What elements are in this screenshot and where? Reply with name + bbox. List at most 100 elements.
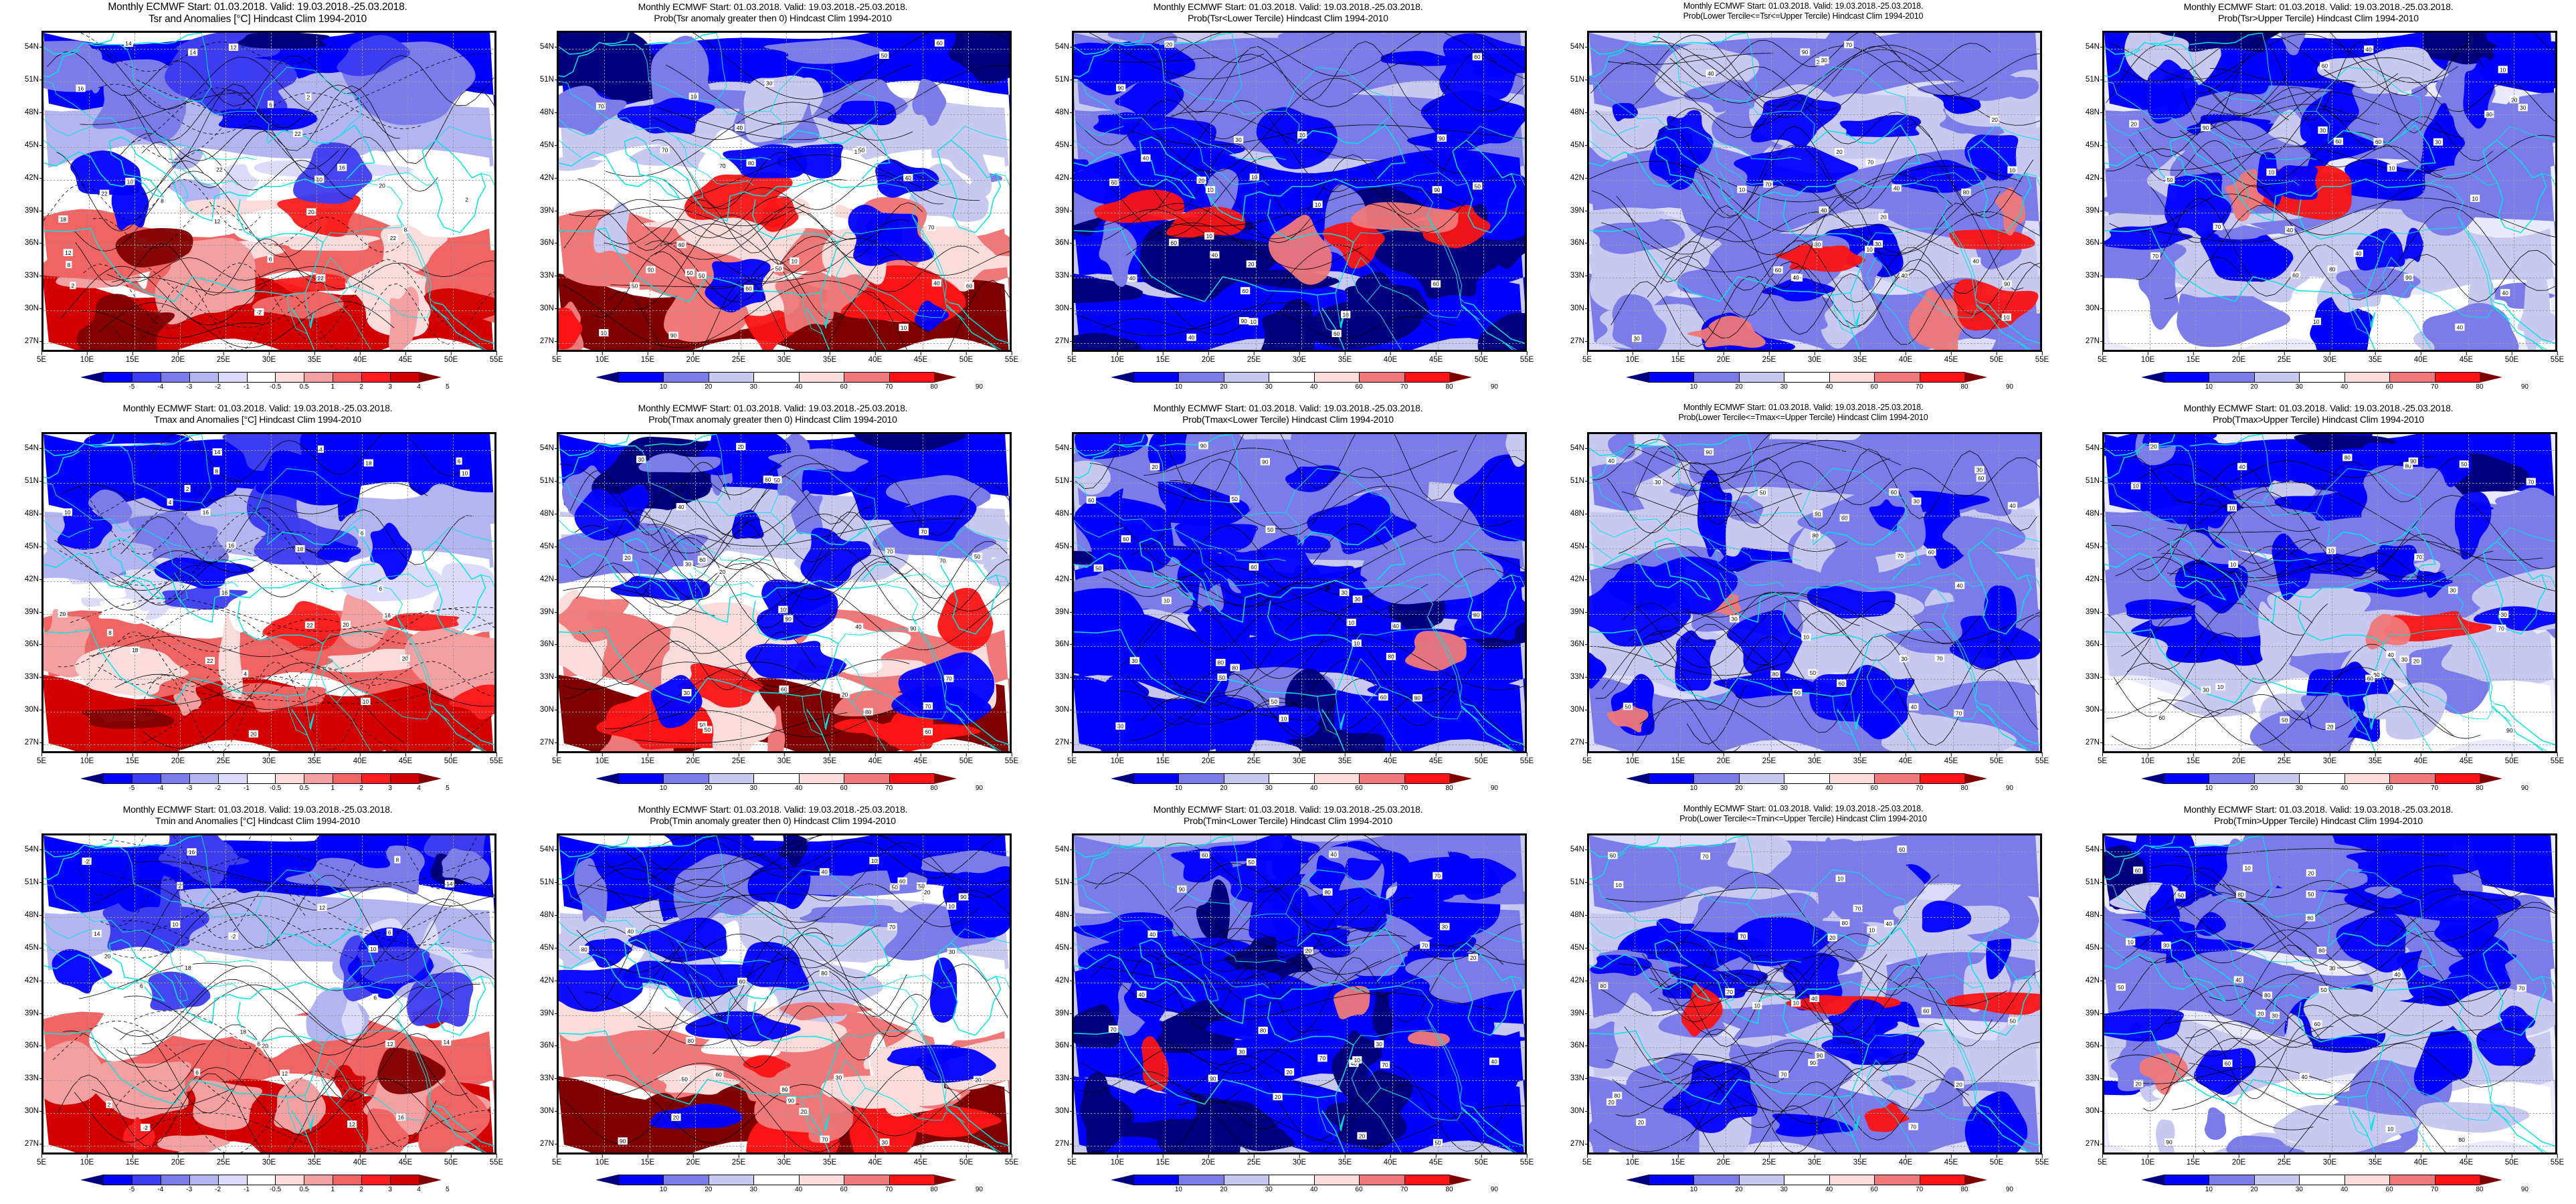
- map-frame[interactable]: -22210126-2121616-2181210146186820206121…: [41, 833, 496, 1155]
- map-area-r1c3[interactable]: 60 20 60 90 10 30 40 10 90 60 10 10 40 90 40 60 40 90 50 10…: [1055, 31, 1534, 364]
- lon-tick-label: 50E: [1474, 757, 1489, 765]
- svg-text:60: 60: [781, 686, 788, 693]
- lon-tick-label: 25E: [216, 1159, 231, 1167]
- svg-text:2: 2: [307, 94, 310, 100]
- map-area-r2c1[interactable]: 1816201020201841082016818622642101464162…: [25, 432, 503, 765]
- map-frame[interactable]: 6070502030203070306070804070405090106020…: [557, 432, 1012, 753]
- colorbar-swatch-5: [1359, 372, 1404, 383]
- map-area-r3c4[interactable]: 80 70 60 40 10 90 70 20 10 40 80 60 70 10 70 80 20 90 50 20…: [1570, 833, 2049, 1167]
- lon-tick-label: 40E: [1898, 1159, 1913, 1167]
- svg-text:50: 50: [632, 283, 638, 290]
- map-field-prob_positive: 30 80 80 20 40 60 90 80 80 70 90 50 40 10 30 70 20 30 60 10…: [559, 835, 1010, 1152]
- svg-text:60: 60: [1899, 846, 1906, 853]
- map-area-r1c1[interactable]: 1814142222-21081612202022122810816126222…: [25, 31, 503, 364]
- lat-tick-label: 54N: [1054, 43, 1069, 52]
- forecast-panel-r2c4: Monthly ECMWF Start: 01.03.2018. Valid: …: [1546, 401, 2061, 803]
- map-frame[interactable]: 4070406090508010506070605010609030705040…: [557, 31, 1012, 352]
- map-frame[interactable]: 8010303050807050608080806060204020501020…: [2102, 833, 2557, 1155]
- panel-title-line2: Prob(Tmin<Lower Tercile) Hindcast Clim 1…: [1184, 815, 1392, 826]
- gridline-lon-45E: [1953, 33, 1954, 350]
- lon-tick-35E: 35E: [1853, 1154, 1867, 1167]
- map-area-r3c2[interactable]: 30 80 80 20 40 60 90 80 80 70 90 50 40 10 30 70 20 30 60 10…: [540, 833, 1018, 1167]
- svg-text:20: 20: [104, 952, 111, 959]
- lon-tick-45E: 45E: [914, 752, 927, 765]
- map-area-r1c4[interactable]: 4010102040606020204090707030304090403070…: [1570, 31, 2049, 364]
- lon-tick-label: 30E: [1292, 1159, 1307, 1167]
- lon-tick-label: 35E: [307, 1159, 322, 1167]
- lat-tick-label: 30N: [24, 705, 39, 714]
- lat-tick-36N: 36N: [540, 239, 559, 247]
- map-frame[interactable]: 4020102080105010106090308080306070207010…: [2102, 432, 2557, 753]
- colorbar-tick-1: 20: [705, 785, 713, 792]
- lat-tick-label: 33N: [2085, 673, 2100, 682]
- map-area-r2c5[interactable]: 4020102080105010106090308080306070207010…: [2086, 432, 2564, 765]
- gridline-lat-33N: [1589, 679, 2040, 680]
- map-frame[interactable]: 80 50 30 80 30 80 10 30 60 60 50 10 60 50 90 10 40 50 10 20…: [1072, 432, 1527, 753]
- map-area-r1c5[interactable]: 1040403020706040903010306010401030704090…: [2086, 31, 2564, 364]
- map-frame[interactable]: 80 70 60 40 10 90 70 20 10 40 80 60 70 10 70 80 20 90 50 20…: [1587, 833, 2042, 1155]
- svg-text:12: 12: [214, 218, 221, 225]
- map-area-r1c2[interactable]: 4070406090508010506070605010609030705040…: [540, 31, 1018, 364]
- lon-tick-label: 55E: [1520, 356, 1534, 364]
- map-area-r2c3[interactable]: 80 50 30 80 30 80 10 30 60 60 50 10 60 50 90 10 40 50 10 20…: [1055, 432, 1534, 765]
- colorbar-tick-4: 60: [2385, 785, 2393, 792]
- lat-tick-label: 54N: [539, 43, 554, 52]
- panel-title-r2c2: Monthly ECMWF Start: 01.03.2018. Valid: …: [515, 403, 1030, 425]
- colorbar-probability-r2c3: [1111, 773, 1472, 784]
- lat-tick-label: 42N: [24, 173, 39, 182]
- map-area-r2c4[interactable]: 80 30 70 60 30 30 30 10 90 50 30 50 40 40 60 70 50 40 40 80…: [1570, 432, 2049, 765]
- map-frame[interactable]: 4010102040606020204090707030304090403070…: [1587, 31, 2042, 352]
- map-area-r3c3[interactable]: 2060402020205070903040203080107090708070…: [1055, 833, 1534, 1167]
- svg-text:10: 10: [2268, 169, 2275, 176]
- gridline-lon-35E: [1347, 835, 1348, 1152]
- gridline-lat-36N: [559, 646, 1010, 647]
- colorbar-tick-3: 40: [1310, 383, 1318, 391]
- lon-tick-25E: 25E: [1247, 1154, 1261, 1167]
- svg-text:16: 16: [397, 1114, 404, 1120]
- map-area-r3c5[interactable]: 8010303050807050608080806060204020501020…: [2086, 833, 2564, 1167]
- gridline-lat-42N: [2104, 581, 2555, 582]
- map-frame[interactable]: 60 20 60 90 10 30 40 10 90 60 10 10 40 90 40 60 40 90 50 10…: [1072, 31, 1527, 352]
- svg-text:30: 30: [766, 80, 773, 87]
- map-frame[interactable]: 80 30 70 60 30 30 30 10 90 50 30 50 40 40 60 70 50 40 40 80…: [1587, 432, 2042, 753]
- svg-text:80: 80: [1473, 612, 1480, 619]
- lat-tick-27N: 27N: [540, 738, 559, 746]
- svg-text:50: 50: [2282, 717, 2288, 724]
- svg-text:90: 90: [1434, 187, 1441, 193]
- map-area-r3c1[interactable]: -22210126-2121616-2181210146186820206121…: [25, 833, 503, 1167]
- map-frame[interactable]: 2060402020205070903040203080107090708070…: [1072, 833, 1527, 1155]
- map-area-r2c2[interactable]: 6070502030203070306070804070405090106020…: [540, 432, 1018, 765]
- lon-tick-20E: 20E: [1717, 351, 1730, 364]
- colorbar-tick-2: -3: [186, 1186, 193, 1193]
- lat-tick-33N: 33N: [2086, 272, 2105, 280]
- colorbar-tick-4: 60: [1355, 1186, 1363, 1193]
- colorbar-ticklabels-r2c1: -5 -4 -3 -2 -1 -0.5 0.5 1 2 3 4 5: [80, 785, 449, 794]
- colorbar-tick-4: 60: [840, 1186, 848, 1193]
- lon-tick-label: 30E: [2322, 356, 2337, 364]
- colorbar-tick-4: 60: [1870, 383, 1878, 391]
- lon-tick-label: 10E: [1625, 356, 1640, 364]
- svg-text:70: 70: [1740, 933, 1746, 940]
- svg-text:70: 70: [1846, 41, 1853, 48]
- colorbar-swatch-4: [1829, 372, 1875, 383]
- map-frame[interactable]: 1040403020706040903010306010401030704090…: [2102, 31, 2557, 352]
- svg-text:30: 30: [1901, 656, 1908, 662]
- map-frame[interactable]: 1816201020201841082016818622642101464162…: [41, 432, 496, 753]
- gridline-lat-27N: [43, 342, 494, 344]
- lon-tick-40E: 40E: [1384, 351, 1397, 364]
- gridline-lat-45N: [2104, 146, 2555, 148]
- lon-tick-45E: 45E: [914, 1154, 927, 1167]
- svg-text:10: 10: [363, 698, 369, 705]
- lon-tick-40E: 40E: [1384, 752, 1397, 765]
- colorbar-ticklabels-r3c3: 10 20 30 40 60 70 80 90: [1111, 1186, 1498, 1195]
- lon-tick-label: 20E: [1716, 1159, 1731, 1167]
- lat-tick-label: 30N: [2085, 1106, 2100, 1115]
- colorbar-tick-8: 2: [359, 785, 363, 792]
- panel-title-line2: Prob(Tmax anomaly greater then 0) Hindca…: [648, 413, 897, 425]
- gridline-lat-51N: [1074, 483, 1525, 484]
- map-frame[interactable]: 1814142222-21081612202022122810816126222…: [41, 31, 496, 352]
- map-frame[interactable]: 30 80 80 20 40 60 90 80 80 70 90 50 40 10 30 70 20 30 60 10…: [557, 833, 1012, 1155]
- lon-tick-label: 20E: [686, 356, 701, 364]
- svg-text:40: 40: [1885, 920, 1892, 927]
